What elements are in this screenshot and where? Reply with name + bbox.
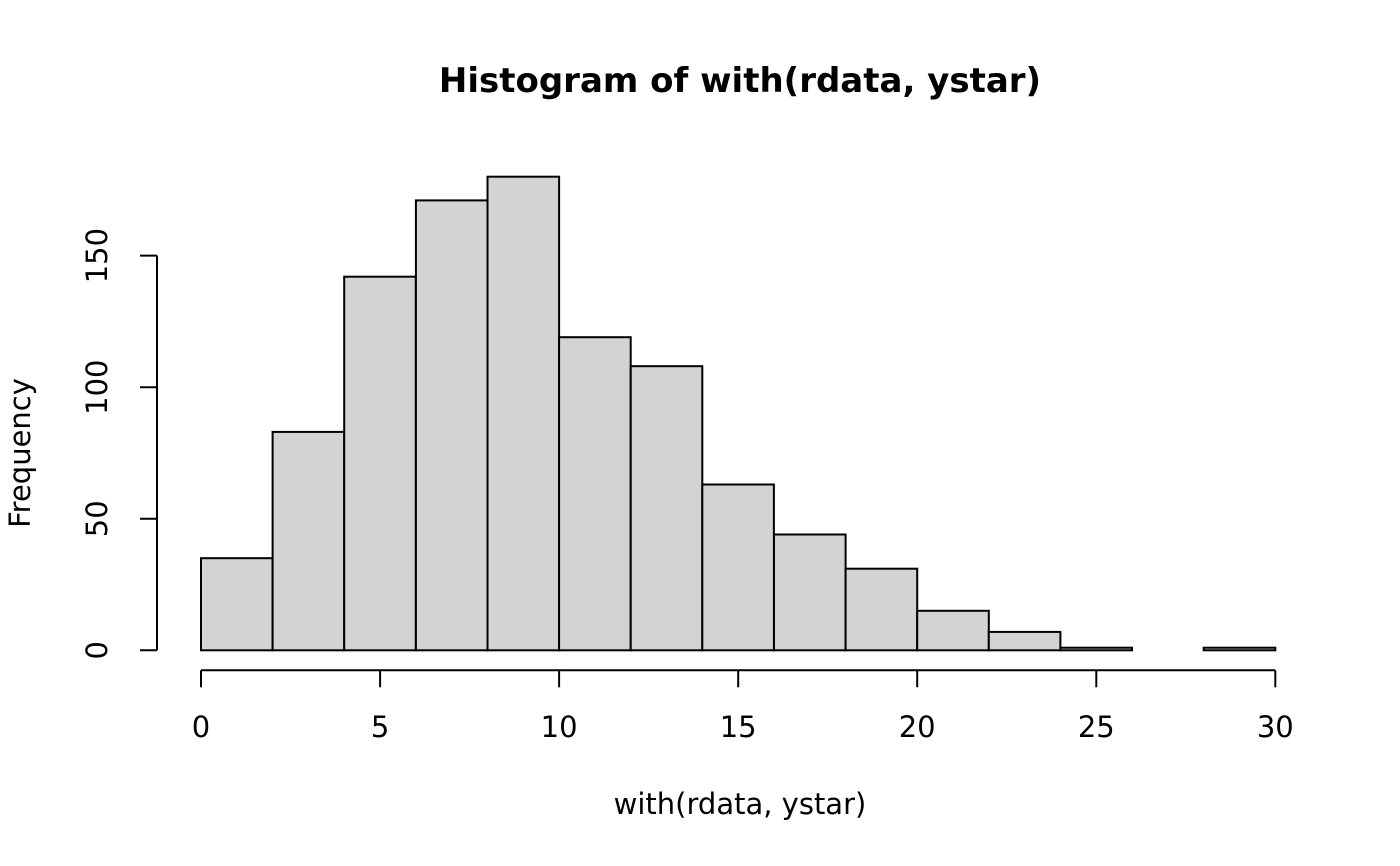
y-axis-label: Frequency xyxy=(3,378,37,528)
x-tick-label: 0 xyxy=(192,710,210,744)
y-tick-label: 150 xyxy=(80,228,114,283)
chart-title: Histogram of with(rdata, ystar) xyxy=(439,61,1041,101)
histogram-bar xyxy=(701,483,775,652)
histogram-bar xyxy=(200,557,274,652)
x-tick-label: 30 xyxy=(1257,710,1294,744)
x-axis: 0 5 10 15 20 25 30 xyxy=(192,669,1294,744)
y-axis: 0 50 100 150 xyxy=(80,228,158,660)
histogram-bar xyxy=(414,199,489,652)
histogram-bar xyxy=(629,365,704,652)
histogram-bars-group xyxy=(200,175,1277,652)
histogram-bar xyxy=(987,630,1062,652)
x-axis-label: with(rdata, ystar) xyxy=(614,787,867,821)
histogram-bar xyxy=(1059,646,1134,652)
histogram-bar xyxy=(916,609,990,652)
x-tick-label: 10 xyxy=(541,710,578,744)
histogram-bar xyxy=(486,175,561,652)
y-tick-label: 100 xyxy=(80,360,114,415)
x-tick-label: 15 xyxy=(720,710,757,744)
histogram-bar xyxy=(271,430,346,652)
histogram-bar xyxy=(844,567,919,652)
histogram-bar xyxy=(343,275,417,652)
histogram-bar xyxy=(773,533,847,652)
histogram-bar xyxy=(558,336,632,652)
x-tick-label: 25 xyxy=(1078,710,1115,744)
y-tick-label: 0 xyxy=(80,641,114,659)
histogram-bar xyxy=(1202,646,1277,652)
x-tick-label: 5 xyxy=(371,710,389,744)
x-tick-label: 20 xyxy=(899,710,936,744)
y-tick-label: 50 xyxy=(80,500,114,537)
